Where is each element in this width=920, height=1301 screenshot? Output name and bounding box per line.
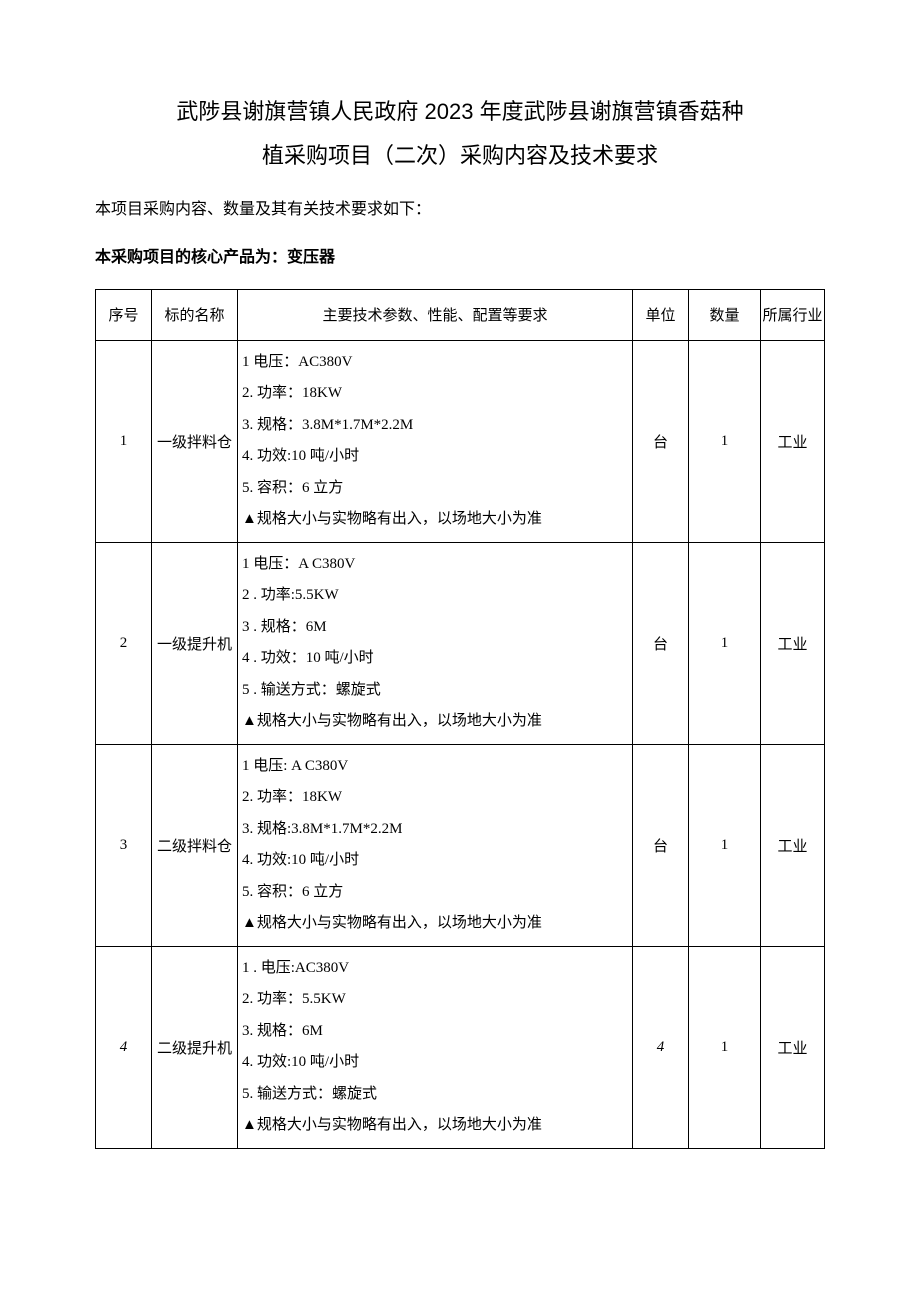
cell-unit: 4 [633,946,689,1148]
col-header-industry: 所属行业 [761,289,825,340]
cell-seq: 4 [96,946,152,1148]
cell-name: 二级拌料仓 [152,744,238,946]
cell-spec: 1 电压: A C380V 2. 功率：18KW 3. 规格:3.8M*1.7M… [238,744,633,946]
cell-industry: 工业 [761,744,825,946]
title-line-2: 植采购项目（二次）采购内容及技术要求 [95,134,825,178]
cell-spec: 1 电压：A C380V 2 . 功率:5.5KW 3 . 规格：6M 4 . … [238,542,633,744]
spec-text: 1 电压: A C380V 2. 功率：18KW 3. 规格:3.8M*1.7M… [238,745,632,946]
col-header-seq: 序号 [96,289,152,340]
table-header-row: 序号 标的名称 主要技术参数、性能、配置等要求 单位 数量 所属行业 [96,289,825,340]
spec-text: 1 电压：AC380V 2. 功率：18KW 3. 规格：3.8M*1.7M*2… [238,341,632,542]
cell-name: 二级提升机 [152,946,238,1148]
cell-name: 一级拌料仓 [152,340,238,542]
col-header-name: 标的名称 [152,289,238,340]
col-header-qty: 数量 [689,289,761,340]
cell-industry: 工业 [761,542,825,744]
cell-qty: 1 [689,340,761,542]
cell-qty: 1 [689,946,761,1148]
document-title: 武陟县谢旗营镇人民政府 2023 年度武陟县谢旗营镇香菇种 植采购项目（二次）采… [95,90,825,178]
cell-qty: 1 [689,744,761,946]
spec-text: 1 电压：A C380V 2 . 功率:5.5KW 3 . 规格：6M 4 . … [238,543,632,744]
cell-seq: 1 [96,340,152,542]
intro-text: 本项目采购内容、数量及其有关技术要求如下： [95,196,825,225]
col-header-spec: 主要技术参数、性能、配置等要求 [238,289,633,340]
table-row: 1一级拌料仓1 电压：AC380V 2. 功率：18KW 3. 规格：3.8M*… [96,340,825,542]
cell-spec: 1 . 电压:AC380V 2. 功率：5.5KW 3. 规格：6M 4. 功效… [238,946,633,1148]
cell-industry: 工业 [761,946,825,1148]
procurement-table: 序号 标的名称 主要技术参数、性能、配置等要求 单位 数量 所属行业 1一级拌料… [95,289,825,1149]
cell-unit: 台 [633,340,689,542]
title-line-1: 武陟县谢旗营镇人民政府 2023 年度武陟县谢旗营镇香菇种 [95,90,825,134]
table-row: 3二级拌料仓1 电压: A C380V 2. 功率：18KW 3. 规格:3.8… [96,744,825,946]
core-product-text: 本采购项目的核心产品为：变压器 [95,243,825,267]
table-row: 2一级提升机1 电压：A C380V 2 . 功率:5.5KW 3 . 规格：6… [96,542,825,744]
document-page: 武陟县谢旗营镇人民政府 2023 年度武陟县谢旗营镇香菇种 植采购项目（二次）采… [0,0,920,1189]
cell-qty: 1 [689,542,761,744]
spec-text: 1 . 电压:AC380V 2. 功率：5.5KW 3. 规格：6M 4. 功效… [238,947,632,1148]
col-header-unit: 单位 [633,289,689,340]
table-body: 1一级拌料仓1 电压：AC380V 2. 功率：18KW 3. 规格：3.8M*… [96,340,825,1148]
cell-unit: 台 [633,744,689,946]
cell-seq: 3 [96,744,152,946]
cell-seq: 2 [96,542,152,744]
cell-industry: 工业 [761,340,825,542]
table-row: 4二级提升机1 . 电压:AC380V 2. 功率：5.5KW 3. 规格：6M… [96,946,825,1148]
cell-spec: 1 电压：AC380V 2. 功率：18KW 3. 规格：3.8M*1.7M*2… [238,340,633,542]
cell-name: 一级提升机 [152,542,238,744]
cell-unit: 台 [633,542,689,744]
